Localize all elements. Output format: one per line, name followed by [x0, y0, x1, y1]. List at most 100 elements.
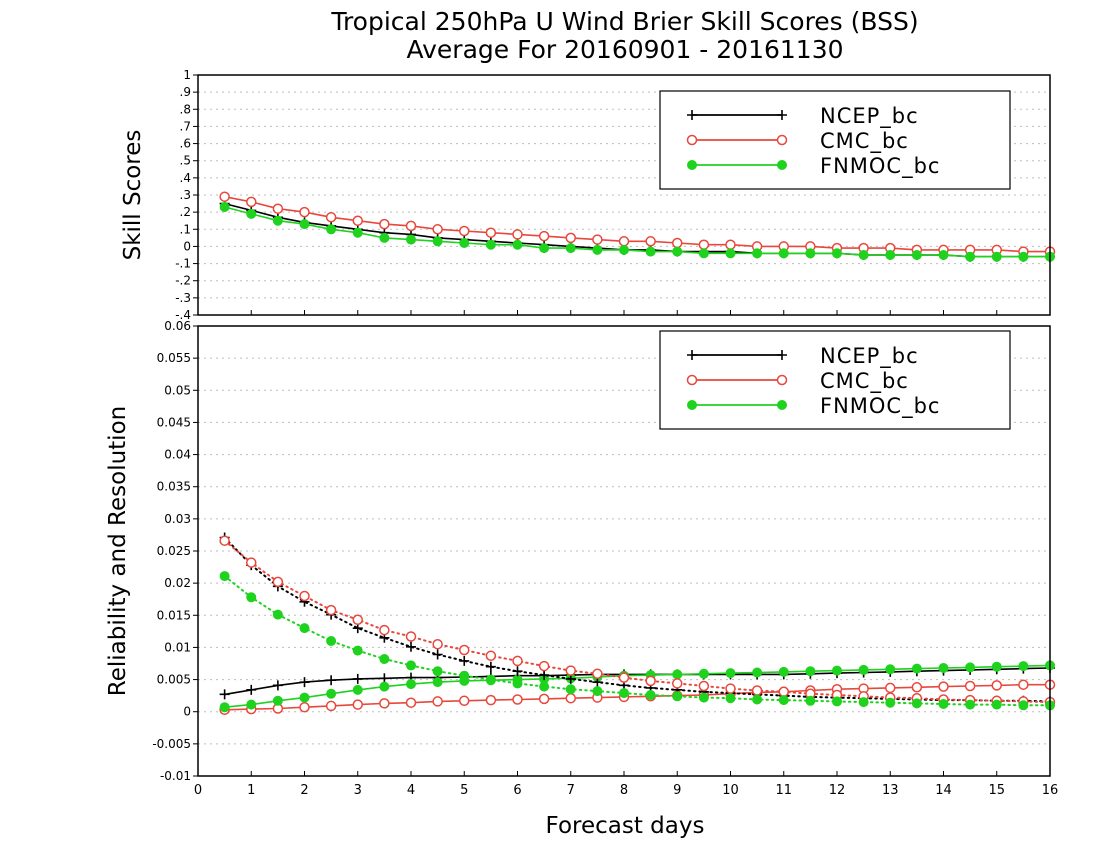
series-ncep-bc-resolution-marker-plus: [379, 673, 390, 684]
x-tick-label: 9: [673, 783, 681, 798]
series-fnmoc-bc-reliability-marker-filled-circle: [672, 691, 683, 702]
series-cmc-bc-reliability-marker-open-circle: [618, 672, 630, 683]
series-cmc-bc-line: [224, 195, 1050, 253]
series-cmc-bc-marker-open-circle: [618, 236, 630, 247]
x-tick-label: 7: [567, 783, 575, 798]
y-tick-label: 0.025: [157, 544, 191, 558]
series-fnmoc-bc-reliability-marker-filled-circle: [406, 660, 416, 671]
y-tick-label: -0.005: [152, 737, 191, 751]
series-ncep-bc-reliability-marker-plus: [406, 641, 416, 652]
series-cmc-bc-reliability-marker-open-circle: [538, 660, 550, 672]
series-fnmoc-bc-resolution-marker-filled-circle: [725, 668, 736, 679]
legend-ncep-bc-marker-plus: [777, 110, 787, 120]
legend-cmc-bc-label: CMC_bc: [820, 369, 909, 394]
series-fnmoc-bc-marker-filled-circle: [485, 239, 496, 250]
y-axis-label: Reliability and Resolution: [105, 406, 131, 696]
series-cmc-bc-marker-open-circle: [405, 220, 417, 232]
x-axis-label: Forecast days: [546, 813, 705, 839]
series-cmc-bc-marker-open-circle: [325, 212, 337, 223]
series-fnmoc-bc-marker-filled-circle: [672, 246, 683, 257]
series-fnmoc-bc-marker-filled-circle: [725, 248, 736, 259]
series-fnmoc-bc-marker-filled-circle: [272, 215, 283, 226]
series-ncep-bc-resolution-marker-plus: [219, 689, 230, 700]
series-fnmoc-bc-reliability-marker-filled-circle: [246, 592, 257, 603]
series-fnmoc-bc-reliability-marker-filled-circle: [539, 681, 550, 692]
series-fnmoc-bc-reliability-marker-filled-circle: [326, 636, 337, 646]
series-fnmoc-bc-marker-filled-circle: [778, 248, 789, 259]
series-cmc-bc-resolution-marker-open-circle: [538, 693, 550, 705]
series-fnmoc-bc-reliability-marker-filled-circle: [512, 678, 523, 689]
series-cmc-bc-reliability-marker-open-circle: [272, 576, 284, 588]
series-cmc-bc-marker-open-circle: [512, 229, 523, 240]
series-cmc-bc-resolution-line: [224, 683, 1050, 711]
series-cmc-bc-reliability-marker-open-circle: [485, 650, 497, 662]
series-cmc-bc-marker-open-circle: [459, 225, 470, 237]
series-fnmoc-bc-marker-filled-circle: [459, 238, 470, 248]
series-cmc-bc-resolution-marker-open-circle: [379, 698, 390, 709]
series-fnmoc-bc-reliability-marker-filled-circle: [352, 645, 363, 656]
x-tick-label: 1: [247, 783, 255, 798]
series-fnmoc-bc-reliability-marker-filled-circle: [805, 695, 816, 706]
series-fnmoc-bc-resolution-marker-filled-circle: [858, 664, 869, 675]
series-fnmoc-bc-marker-filled-circle: [911, 250, 922, 260]
series-fnmoc-bc-resolution-marker-filled-circle: [672, 669, 683, 680]
x-tick-label: 8: [620, 783, 628, 798]
legend-cmc-bc-marker-open-circle: [686, 374, 698, 386]
series-cmc-bc-resolution-marker-open-circle: [299, 701, 310, 713]
series-ncep-bc-resolution-marker-plus: [299, 677, 310, 688]
series-fnmoc-bc-marker-filled-circle: [832, 248, 842, 259]
y-tick-label: .7: [180, 119, 191, 133]
series-cmc-bc-marker-open-circle: [565, 232, 576, 244]
series-cmc-bc-reliability-marker-open-circle: [379, 624, 390, 636]
series-fnmoc-bc-reliability-marker-filled-circle: [485, 674, 496, 685]
series-cmc-bc-resolution-marker-open-circle: [325, 700, 337, 712]
x-tick-label: 6: [513, 783, 521, 798]
series-fnmoc-bc-reliability-marker-filled-circle: [752, 694, 763, 705]
series-fnmoc-bc-marker-filled-circle: [326, 224, 337, 235]
series-fnmoc-bc-reliability-marker-filled-circle: [299, 623, 310, 634]
y-tick-label: 0.045: [157, 415, 191, 429]
series-ncep-bc-resolution-marker-plus: [352, 673, 363, 684]
series-fnmoc-bc-reliability-marker-filled-circle: [379, 654, 390, 664]
series-fnmoc-bc-reliability-marker-filled-circle: [1018, 700, 1029, 711]
y-tick-label: .9: [180, 85, 191, 99]
series-fnmoc-bc-reliability-marker-filled-circle: [858, 697, 869, 708]
series-fnmoc-bc-resolution-marker-filled-circle: [991, 661, 1002, 672]
series-fnmoc-bc-reliability-marker-filled-circle: [778, 695, 789, 706]
y-tick-label: .5: [180, 154, 191, 168]
series-ncep-bc-reliability-marker-plus: [485, 661, 496, 672]
series-ncep-bc: [219, 198, 1055, 262]
series-fnmoc-bc-resolution-marker-filled-circle: [379, 681, 390, 692]
series-cmc-bc-reliability-marker-open-circle: [432, 638, 443, 650]
series-fnmoc-bc-resolution-marker-filled-circle: [911, 663, 922, 674]
y-tick-label: 0.005: [157, 673, 191, 687]
series-fnmoc-bc-reliability-marker-filled-circle: [645, 690, 656, 700]
series-fnmoc-bc-marker-filled-circle: [512, 239, 523, 250]
y-tick-label: 0: [183, 239, 191, 253]
x-tick-label: 5: [460, 783, 468, 798]
series-cmc-bc-resolution-marker-open-circle: [459, 695, 470, 707]
series-fnmoc-bc-reliability-marker-filled-circle: [432, 666, 443, 677]
y-tick-label: -.2: [175, 274, 191, 288]
series-fnmoc-bc-marker-filled-circle: [698, 248, 709, 259]
series-cmc-bc-resolution-marker-open-circle: [1018, 679, 1029, 690]
chart-title-line1: Tropical 250hPa U Wind Brier Skill Score…: [330, 7, 918, 36]
series-fnmoc-bc-marker-filled-circle: [432, 236, 443, 247]
series-fnmoc-bc-reliability-marker-filled-circle: [698, 692, 709, 703]
series-fnmoc-bc-resolution-marker-filled-circle: [805, 666, 816, 677]
series-fnmoc-bc-marker-filled-circle: [406, 234, 416, 245]
series-fnmoc-bc-reliability-marker-filled-circle: [272, 609, 283, 620]
series-fnmoc-bc-reliability-marker-filled-circle: [938, 699, 949, 709]
y-tick-label: -.1: [175, 257, 191, 271]
series-cmc-bc-reliability-marker-open-circle: [725, 683, 736, 694]
series-ncep-bc-resolution-marker-plus: [326, 675, 337, 686]
series-cmc-bc-reliability-marker-open-circle: [645, 675, 656, 687]
skill-score-panel: -.4 -.3 -.2 -.1 0 .1 .2 .3 .4 .5 .6 .7 .8 .9 1 Skill Sc…: [120, 68, 1056, 322]
legend-fnmoc-bc-label: FNMOC_bc: [820, 154, 940, 179]
series-cmc-bc-marker-open-circle: [698, 239, 710, 250]
y-tick-label: 0.01: [164, 640, 191, 654]
legend-fnmoc-bc-marker-filled-circle: [777, 160, 787, 170]
series-cmc-bc-marker-open-circle: [379, 218, 390, 230]
y-tick-label: -.3: [175, 291, 191, 305]
